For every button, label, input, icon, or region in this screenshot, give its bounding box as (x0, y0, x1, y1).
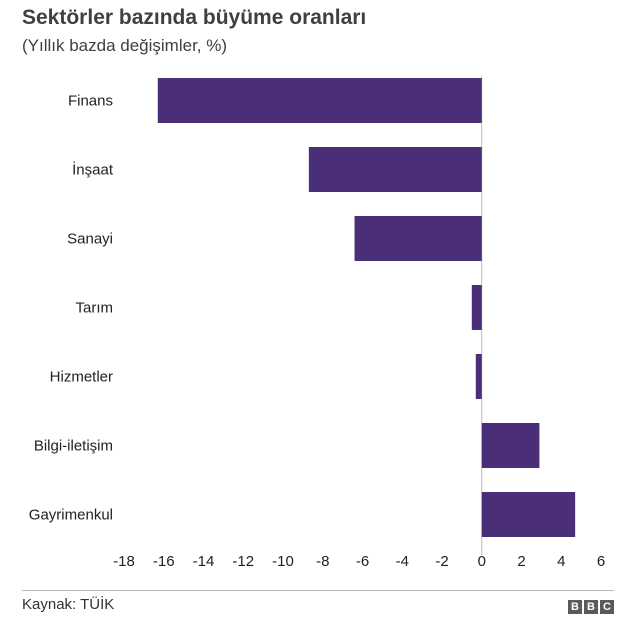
x-tick-label: -14 (193, 553, 215, 570)
bar-chart: Finans İnşaat Sanayi Tarım Hizmetler Bilgi-il… (29, 76, 605, 570)
category-label: Finans (68, 93, 113, 110)
category-label: Bilgi-iletişim (34, 438, 113, 455)
bbc-logo: B B C (568, 600, 614, 614)
x-tick-label: 2 (517, 553, 525, 570)
bbc-logo-letter-1: B (568, 600, 582, 614)
category-label: Gayrimenkul (29, 507, 113, 524)
x-tick-label: 0 (478, 553, 486, 570)
bar-1 (308, 147, 482, 192)
x-tick-label: -8 (316, 553, 329, 570)
chart-subtitle: (Yıllık bazda değişimler, %) (22, 36, 228, 55)
x-tick-label: -12 (232, 553, 254, 570)
bar-0 (157, 78, 482, 123)
category-label: Hizmetler (50, 369, 113, 386)
bbc-logo-letter-3: C (600, 600, 614, 614)
x-tick-label: -6 (356, 553, 369, 570)
bar-4 (475, 354, 482, 399)
bar-3 (471, 285, 482, 330)
bar-6 (481, 492, 576, 537)
x-tick-label: 4 (557, 553, 565, 570)
x-tick-label: -16 (153, 553, 175, 570)
category-label: İnşaat (72, 161, 114, 179)
x-tick-label: -2 (435, 553, 448, 570)
category-label: Tarım (76, 300, 114, 317)
bar-2 (354, 216, 482, 261)
x-tick-label: 6 (597, 553, 605, 570)
source-note: Kaynak: TÜİK (22, 596, 115, 613)
category-label: Sanayi (67, 231, 113, 248)
x-tick-label: -4 (396, 553, 409, 570)
bar-5 (481, 423, 540, 468)
footer-divider (22, 590, 614, 591)
chart-title: Sektörler bazında büyüme oranları (22, 6, 367, 29)
bbc-logo-letter-2: B (584, 600, 598, 614)
x-tick-label: -10 (272, 553, 294, 570)
x-tick-label: -18 (113, 553, 135, 570)
